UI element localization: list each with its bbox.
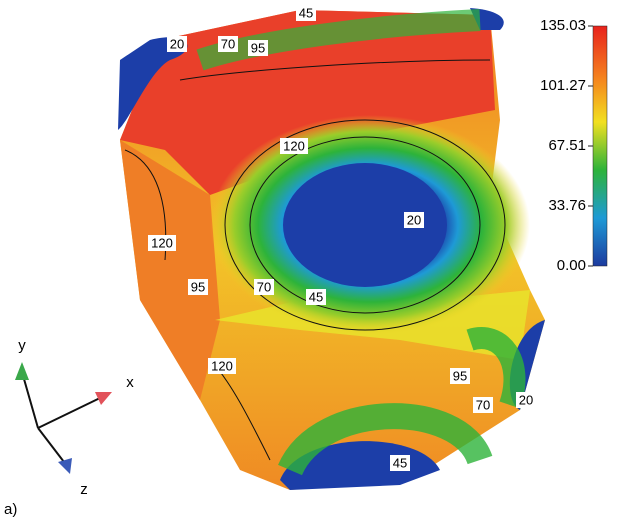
contour-label-box [148,235,176,251]
contour-label: 120 [151,235,173,250]
axis-x-head [95,392,112,405]
contour-label: 95 [251,40,265,55]
axis-x [37,397,101,429]
contour-label-box [254,279,274,295]
axis-label: y [18,337,26,354]
panel-label: a) [4,501,17,518]
contour-label: 20 [170,36,184,51]
contour-label: 45 [309,289,323,304]
contour-label-box [296,5,316,21]
contour-label: 45 [393,455,407,470]
contour-label: 70 [221,36,235,51]
colorbar-tick-label: 0.00 [557,257,586,274]
axis-z [37,427,65,463]
contour-label-box [390,455,410,471]
contour-label: 20 [407,212,421,227]
contour-label-box [404,212,424,228]
colorbar-tick-label: 101.27 [540,77,586,94]
axis-y-head [15,362,29,380]
contour-label-box [280,138,308,154]
contour-label: 120 [283,138,305,153]
contour-label: 120 [211,358,233,373]
contour-label: 45 [299,5,313,20]
contour-label-box [516,392,536,408]
contour-label-box [188,279,208,295]
colorbar-tick-label: 67.51 [548,137,586,154]
contour-label: 70 [257,279,271,294]
colorbar-tick-label: 135.03 [540,17,586,34]
contour-label-box [167,36,187,52]
contour [179,59,491,81]
contour-label: 20 [519,392,533,407]
contour [249,136,481,314]
axis-label: x [126,374,134,391]
colorbar [592,25,608,267]
contour-label: 95 [191,279,205,294]
contour-label-box [306,289,326,305]
corner-hole [118,37,188,130]
contour-label-box [248,40,268,56]
contour-label: 95 [453,368,467,383]
contour [224,119,506,331]
contour-label-box [450,368,470,384]
axis-y [21,371,39,429]
ring [466,327,526,409]
contour-label: 70 [476,397,490,412]
colorbar-tick-label: 33.76 [548,197,586,214]
hole [283,163,447,287]
contour-label-box [473,397,493,413]
axis-z-head [58,458,72,474]
ring [278,403,493,477]
contour-label-box [218,36,238,52]
ring [196,9,481,71]
axis-label: z [80,481,88,498]
contour-label-box [208,358,236,374]
left-face [120,140,220,400]
corner-hole [280,441,440,490]
